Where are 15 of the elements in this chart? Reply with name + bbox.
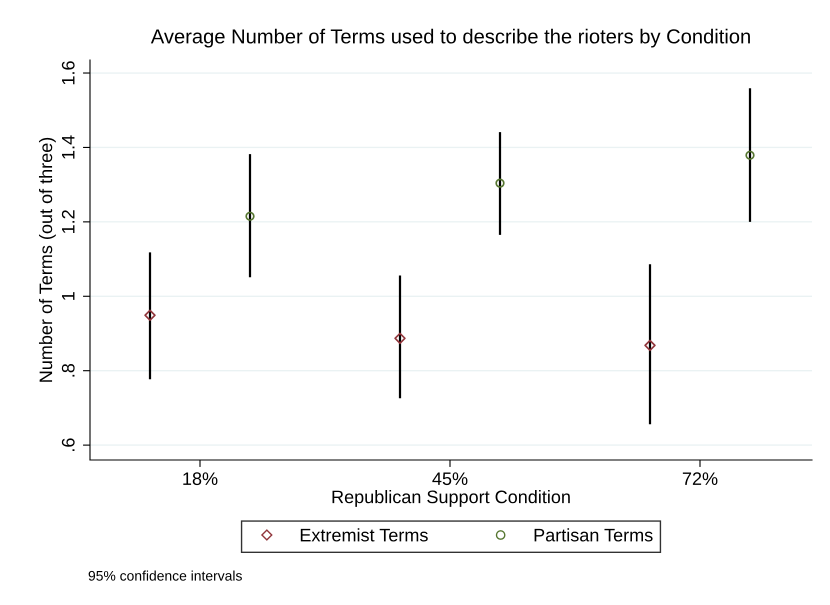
y-axis-title: Number of Terms (out of three): [38, 138, 56, 382]
x-tick-label: 72%: [682, 472, 718, 485]
x-tick-label: 45%: [432, 472, 468, 486]
text: 95% confidence intervals: [88, 570, 242, 581]
chart-title: Average Number of Terms used to describe the rioters by Condition: [150, 28, 750, 48]
x-axis-title: Republican Support Condition: [332, 490, 570, 507]
legend-label: Extremist Terms: [300, 528, 428, 542]
x-tick-label: 18%: [183, 472, 218, 486]
y-tick-label: 1.6: [62, 61, 75, 84]
y-tick-label: 1: [62, 292, 74, 300]
y-tick-label: 1.2: [62, 210, 74, 234]
y-tick-label: .8: [62, 364, 75, 377]
legend-label: Partisan Terms: [534, 528, 653, 542]
y-tick-label: 1.4: [62, 135, 74, 159]
y-tick-label: .6: [62, 438, 75, 451]
